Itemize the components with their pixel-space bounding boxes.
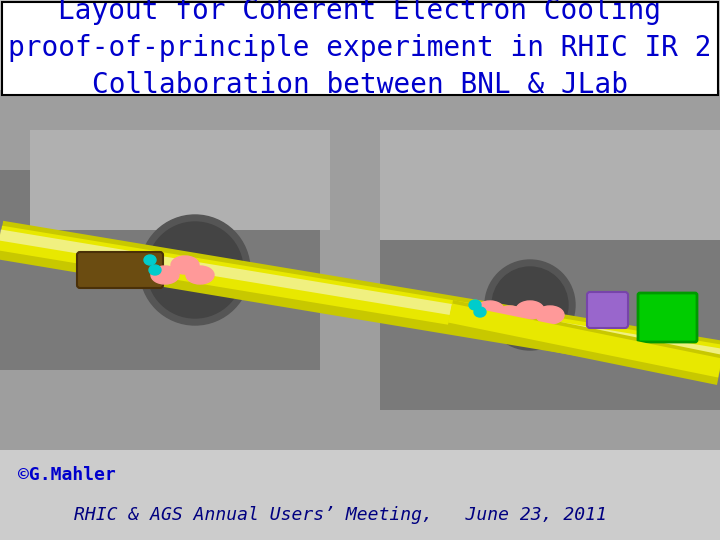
Ellipse shape xyxy=(186,266,214,284)
FancyBboxPatch shape xyxy=(0,90,720,540)
FancyBboxPatch shape xyxy=(0,170,320,370)
Ellipse shape xyxy=(476,301,504,319)
Ellipse shape xyxy=(151,266,179,284)
Circle shape xyxy=(485,260,575,350)
FancyBboxPatch shape xyxy=(380,130,720,240)
Ellipse shape xyxy=(516,301,544,319)
FancyBboxPatch shape xyxy=(77,252,163,288)
Text: ©G.Mahler: ©G.Mahler xyxy=(18,466,116,484)
FancyBboxPatch shape xyxy=(30,130,330,230)
Text: Layout for Coherent Electron Cooling
proof-of-principle experiment in RHIC IR 2
: Layout for Coherent Electron Cooling pro… xyxy=(8,0,712,99)
Ellipse shape xyxy=(496,306,524,324)
Ellipse shape xyxy=(536,306,564,324)
Ellipse shape xyxy=(474,307,486,317)
FancyBboxPatch shape xyxy=(380,180,720,410)
Circle shape xyxy=(147,222,243,318)
FancyBboxPatch shape xyxy=(587,292,628,328)
Ellipse shape xyxy=(469,300,481,310)
FancyBboxPatch shape xyxy=(638,293,697,342)
Circle shape xyxy=(140,215,250,325)
Ellipse shape xyxy=(171,256,199,274)
FancyBboxPatch shape xyxy=(2,2,718,95)
Ellipse shape xyxy=(144,255,156,265)
Circle shape xyxy=(492,267,568,343)
Text: RHIC & AGS Annual Users’ Meeting,   June 23, 2011: RHIC & AGS Annual Users’ Meeting, June 2… xyxy=(73,506,606,524)
FancyBboxPatch shape xyxy=(0,450,720,540)
Ellipse shape xyxy=(149,265,161,275)
